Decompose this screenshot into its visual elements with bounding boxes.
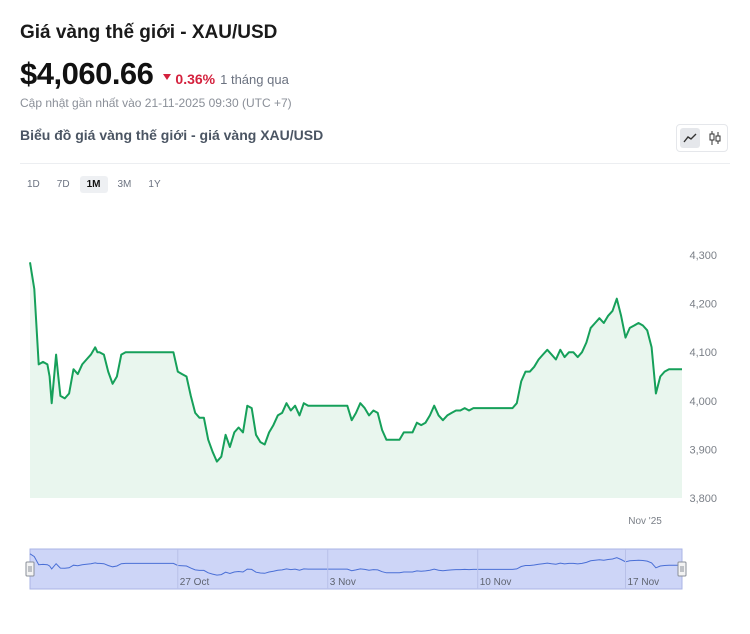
chart-subtitle: Biểu đồ giá vàng thế giới - giá vàng XAU… [20, 127, 324, 143]
series-line [29, 262, 682, 463]
last-updated: Cập nhật gần nhất vào 21-11-2025 09:30 (… [20, 96, 292, 110]
candlestick-icon[interactable] [705, 128, 725, 148]
range-selector: 1D 7D 1M 3M 1Y [20, 176, 171, 193]
price-row: $4,060.66 0.36% 1 tháng qua [20, 56, 289, 92]
navigator-handle-right[interactable] [677, 561, 687, 577]
navigator-tick-label: 3 Nov [330, 577, 356, 588]
range-7d[interactable]: 7D [56, 179, 70, 190]
chart-type-toggle [676, 124, 728, 152]
y-tick-label: 4,200 [689, 299, 717, 311]
navigator-tick-label: 27 Oct [180, 577, 210, 588]
navigator: 27 Oct 3 Nov 10 Nov 17 Nov [25, 548, 687, 590]
change-period: 1 tháng qua [220, 72, 289, 87]
range-3m[interactable]: 3M [117, 179, 132, 190]
price-change: 0.36% [175, 71, 216, 87]
series-area [30, 262, 682, 498]
page-title: Giá vàng thế giới - XAU/USD [20, 22, 278, 43]
navigator-tick-label: 17 Nov [627, 577, 659, 588]
navigator-window [29, 548, 683, 590]
navigator-tick-label: 10 Nov [480, 577, 512, 588]
x-tick-label: Nov '25 [628, 516, 662, 527]
range-1m[interactable]: 1M [79, 176, 108, 193]
range-1y[interactable]: 1Y [148, 179, 161, 190]
divider [20, 163, 730, 164]
y-tick-label: 3,800 [689, 493, 717, 505]
y-tick-label: 4,000 [689, 396, 717, 408]
y-tick-label: 4,300 [689, 250, 717, 262]
navigator-line [29, 553, 682, 576]
current-price: $4,060.66 [20, 56, 154, 91]
y-tick-label: 3,900 [689, 444, 717, 456]
range-1d[interactable]: 1D [27, 179, 40, 190]
navigator-handle-left[interactable] [25, 561, 35, 577]
main-chart: 3,800 3,900 4,000 4,100 4,200 4,300 Nov '25 [29, 250, 717, 527]
y-tick-label: 4,100 [689, 347, 717, 359]
caret-down-icon [163, 74, 172, 80]
line-chart-icon[interactable] [679, 128, 700, 148]
